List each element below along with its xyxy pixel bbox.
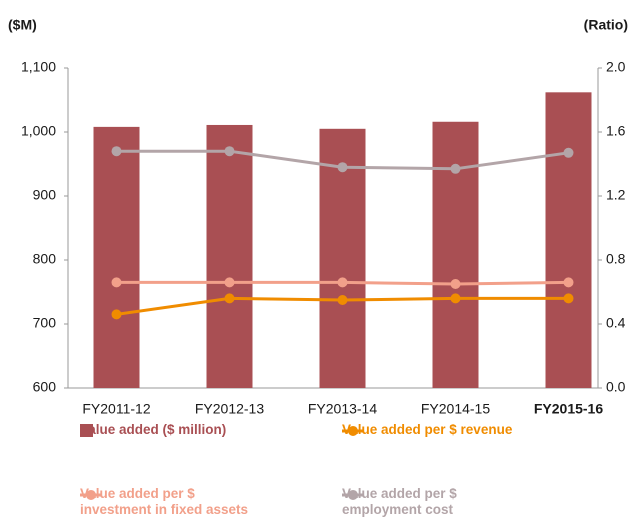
bar [93,126,140,388]
legend-swatch [342,490,364,500]
legend-label: Value added per $ investment in fixed as… [80,486,249,517]
y2-tick-label: 0.8 [606,251,626,267]
y2-tick-label: 0.4 [606,315,626,331]
line-point [337,295,348,305]
legend-item: Value added per $ employment cost [342,486,457,518]
line-point [111,146,122,157]
legend-swatch-dot [348,490,358,500]
line-point [563,277,574,288]
y2-tick-label: 2.0 [606,59,626,75]
y-axis-label: ($M) [8,17,37,33]
line-point [224,277,235,288]
legend-item: Value added ($ million) [80,422,226,438]
y2-tick-label: 0.0 [606,379,626,395]
bar [432,121,479,388]
legend-item: Value added per $ revenue [342,422,512,438]
line-point [337,162,348,173]
x-tick-label: FY2015-16 [534,401,603,417]
line-point [450,163,461,174]
y-tick-label: 800 [33,251,57,267]
y-tick-label: 700 [33,315,57,331]
y-tick-label: 600 [33,379,57,395]
x-tick-label: FY2011-12 [82,401,150,417]
line-point [111,309,122,320]
line-point [224,293,235,304]
line-point [224,146,235,157]
line-point [111,277,122,288]
legend-label: Value added ($ million) [80,422,227,437]
legend-swatch-dot [86,490,96,500]
y2-tick-label: 1.6 [606,123,626,139]
legend-swatch [342,426,364,436]
legend-label: Value added per $ employment cost [342,486,457,517]
x-tick-label: FY2012-13 [195,401,264,417]
bar [206,124,253,389]
legend-swatch-box [80,424,93,437]
legend-swatch [80,490,102,500]
x-tick-label: FY2013-14 [308,401,377,417]
line-point [563,293,574,304]
legend-swatch [80,424,93,437]
legend-item: Value added per $ investment in fixed as… [80,486,248,518]
y2-axis-label: (Ratio) [584,17,628,33]
x-tick-label: FY2014-15 [421,401,490,417]
legend-swatch-dot [348,426,358,436]
line-point [450,293,461,304]
line-point [563,147,574,158]
y2-tick-label: 1.2 [606,187,626,203]
line-point [450,279,461,289]
y-tick-label: 1,000 [21,123,56,139]
y-tick-label: 1,100 [21,59,56,75]
y-tick-label: 900 [33,187,57,203]
legend-label: Value added per $ revenue [342,422,513,437]
bar [545,92,592,388]
line-point [337,277,348,288]
